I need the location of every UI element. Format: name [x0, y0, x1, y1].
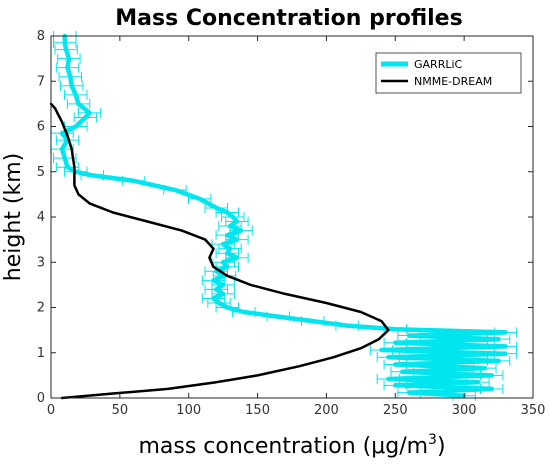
series-line [59, 33, 508, 398]
legend: GARRLiC NMME-DREAM [375, 52, 522, 94]
y-tick-label: 4 [37, 210, 45, 225]
legend-label-garrlic: GARRLiC [414, 58, 463, 71]
y-tick-label: 6 [37, 120, 45, 135]
x-tick-label: 50 [112, 403, 129, 418]
legend-box [375, 52, 522, 94]
y-tick-label: 5 [37, 165, 45, 180]
y-tick-label: 3 [37, 255, 45, 270]
y-tick-label: 0 [37, 391, 45, 406]
x-tick-label: 150 [245, 403, 270, 418]
x-tick-label: 350 [521, 403, 546, 418]
series-garrlic [50, 31, 518, 401]
y-tick-label: 1 [37, 346, 45, 361]
series-layer [49, 31, 518, 401]
series-nmme-dream [49, 102, 390, 400]
series-line [49, 102, 390, 400]
x-tick-label: 250 [383, 403, 408, 418]
x-tick-label: 200 [314, 403, 339, 418]
x-axis-ticks: 0 50 100 150 200 250 300 350 [47, 36, 546, 418]
x-tick-label: 0 [47, 403, 55, 418]
x-axis-label: mass concentration (μg/m3) [138, 432, 445, 459]
x-tick-label: 100 [176, 403, 201, 418]
legend-label-nmme-dream: NMME-DREAM [414, 75, 492, 88]
y-tick-label: 2 [37, 301, 45, 316]
y-tick-label: 8 [37, 29, 45, 44]
x-tick-label: 300 [452, 403, 477, 418]
y-axis-label: height (km) [1, 153, 26, 281]
y-axis-ticks: 0 1 2 3 4 5 6 7 8 [37, 29, 533, 406]
chart-title: Mass Concentration profiles [115, 6, 462, 31]
y-tick-label: 7 [37, 74, 45, 89]
